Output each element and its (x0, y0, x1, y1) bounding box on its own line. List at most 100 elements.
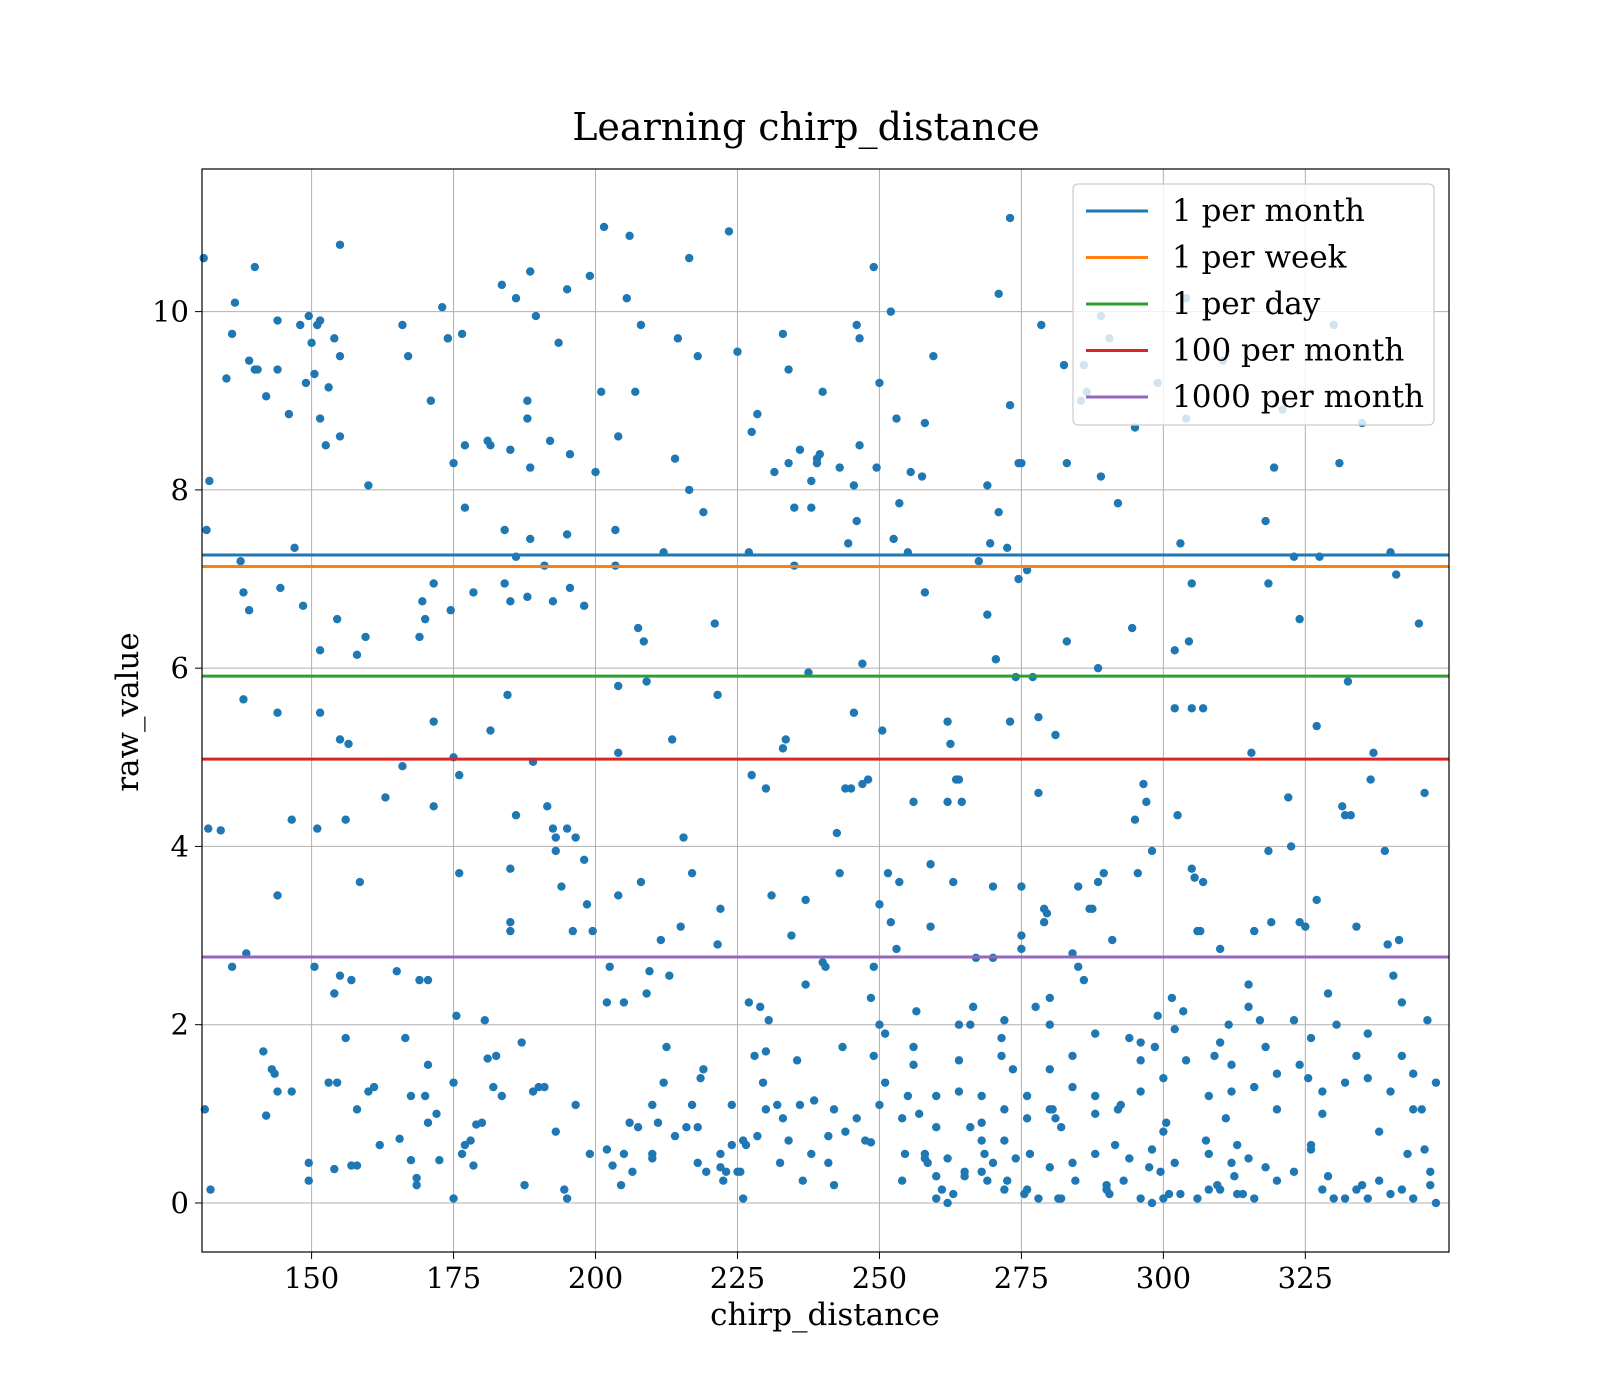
x-tick-label: 325 (1278, 1261, 1333, 1295)
scatter-point (1374, 1176, 1384, 1185)
scatter-point (602, 1145, 612, 1154)
scatter-point (1153, 1011, 1162, 1020)
scatter-point (895, 877, 904, 887)
scatter-point (415, 632, 424, 642)
scatter-point (829, 1180, 839, 1190)
scatter-point (1003, 1176, 1012, 1185)
scatter-point (608, 1161, 617, 1170)
scatter-point (526, 463, 535, 472)
scatter-point (491, 1051, 501, 1061)
scatter-point (1318, 1185, 1327, 1194)
scatter-point (1261, 1042, 1270, 1052)
scatter-point (423, 1118, 433, 1127)
scatter-point (926, 922, 935, 931)
scatter-point (713, 940, 722, 949)
legend-label: 1 per day (1172, 286, 1321, 322)
scatter-point (1159, 1127, 1168, 1136)
scatter-point (727, 1140, 737, 1150)
scatter-point (710, 619, 719, 628)
scatter-point (991, 655, 1001, 664)
scatter-point (966, 1020, 975, 1029)
scatter-point (1244, 1002, 1253, 1012)
scatter-point (1051, 730, 1060, 740)
scatter-point (1045, 1163, 1055, 1172)
scatter-point (1022, 1185, 1032, 1194)
legend-box (1072, 183, 1435, 426)
scatter-point (429, 717, 438, 726)
scatter-point (1059, 360, 1069, 370)
scatter-point (1295, 1060, 1304, 1070)
scatter-point (1031, 1002, 1040, 1012)
scatter-point (261, 1111, 271, 1120)
scatter-point (341, 1033, 350, 1043)
scatter-point (614, 432, 623, 441)
scatter-point (273, 365, 282, 374)
scatter-point (761, 784, 771, 793)
scatter-point (418, 597, 427, 606)
scatter-point (455, 770, 464, 780)
scatter-point (1286, 842, 1296, 851)
scatter-point (1409, 1069, 1418, 1078)
scatter-point (1431, 1198, 1441, 1208)
plot-frame (201, 168, 1450, 1253)
scatter-point (1312, 721, 1321, 731)
scatter-point (347, 975, 356, 985)
scatter-point (622, 294, 631, 303)
scatter-point (483, 1054, 492, 1063)
scatter-point (1272, 1105, 1282, 1114)
scatter-point (1142, 797, 1151, 807)
scatter-point (835, 868, 844, 878)
scatter-point (1227, 1158, 1236, 1168)
scatter-point (477, 1118, 487, 1127)
scatter-point (1034, 1194, 1043, 1203)
scatter-point (829, 1105, 839, 1114)
scatter-point (545, 436, 555, 446)
scatter-point (1048, 1105, 1057, 1114)
scatter-point (1150, 1042, 1160, 1052)
scatter-point (1091, 1149, 1100, 1159)
scatter-point (775, 1158, 785, 1168)
scatter-point (866, 1138, 876, 1147)
scatter-point (1125, 1154, 1134, 1163)
scatter-point (909, 1042, 918, 1052)
scatter-point (344, 739, 353, 749)
scatter-point (642, 989, 651, 998)
scatter-point (880, 1078, 890, 1087)
scatter-point (486, 726, 495, 735)
scatter-point (875, 900, 884, 909)
scatter-point (1230, 1172, 1239, 1181)
scatter-point (633, 1123, 643, 1132)
scatter-point (1127, 623, 1137, 633)
scatter-point (287, 815, 296, 824)
scatter-point (352, 1161, 362, 1170)
scatter-point (301, 378, 311, 388)
scatter-point (480, 1016, 489, 1025)
scatter-point (968, 1002, 978, 1012)
scatter-point (792, 1056, 802, 1065)
scatter-point (500, 525, 509, 535)
scatter-point (727, 1100, 737, 1110)
scatter-point (784, 1136, 793, 1145)
scatter-point (832, 828, 842, 838)
scatter-point (352, 650, 362, 659)
scatter-point (943, 1154, 952, 1163)
scatter-point (497, 1091, 507, 1101)
scatter-point (1346, 811, 1355, 820)
scatter-point (1062, 458, 1072, 468)
scatter-point (1147, 1198, 1157, 1208)
scatter-point (1136, 1056, 1145, 1065)
scatter-point (838, 1042, 847, 1052)
scatter-point (1005, 213, 1015, 223)
scatter-point (273, 316, 282, 325)
scatter-point (1005, 717, 1015, 726)
scatter-point (1173, 811, 1182, 820)
scatter-point (449, 1078, 458, 1087)
scatter-point (946, 739, 955, 749)
scatter-point (585, 271, 595, 281)
scatter-point (665, 971, 674, 980)
scatter-point (313, 824, 322, 833)
scatter-point (1318, 1109, 1327, 1119)
scatter-point (403, 351, 413, 361)
scatter-point (562, 1194, 572, 1203)
scatter-point (222, 374, 231, 383)
